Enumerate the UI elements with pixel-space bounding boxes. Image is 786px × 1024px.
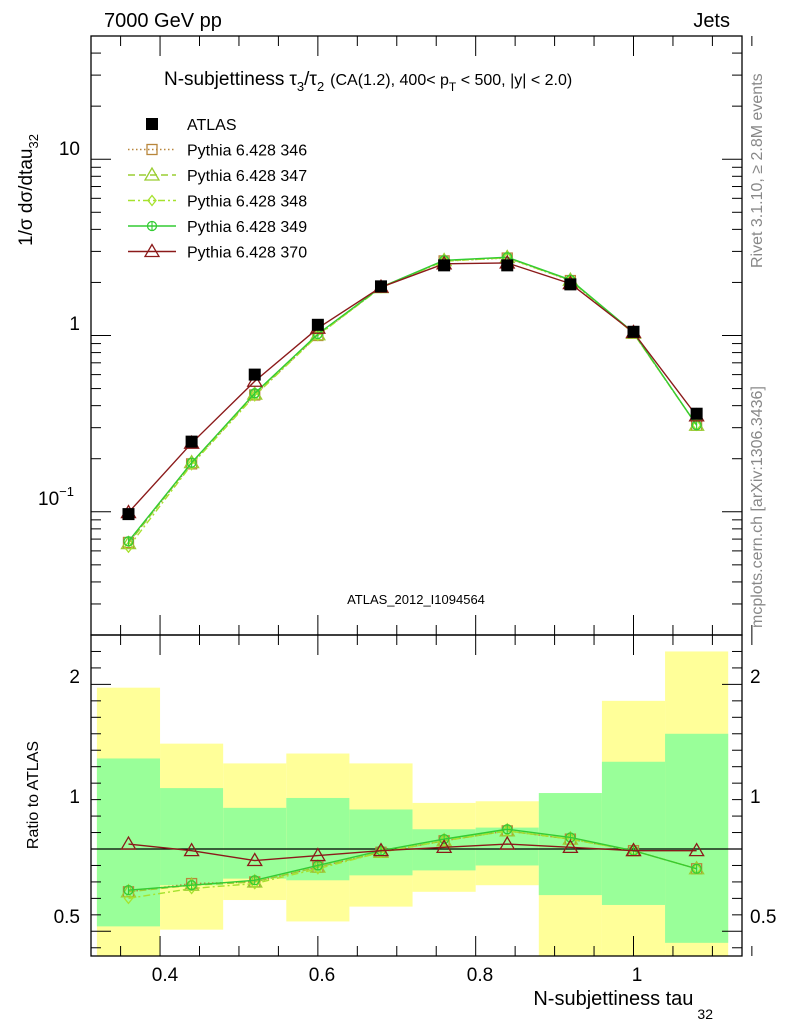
ratio-data-point [249, 877, 260, 890]
data-point [249, 389, 260, 402]
plot-title-main: N-subjettiness [164, 69, 284, 90]
stat-band [160, 788, 224, 886]
ratio-ytick-label-2: 2 [69, 667, 80, 688]
stat-band [223, 807, 287, 879]
x-axis-label-text: N-subjettiness tau [533, 988, 693, 1010]
legend-label: Pythia 6.428 347 [187, 168, 307, 185]
data-point [311, 318, 324, 331]
stat-band [665, 733, 729, 943]
ytick-label-1: 1 [69, 314, 80, 335]
ratio-data-point [183, 842, 200, 857]
ratio-data-point [123, 892, 134, 905]
plot-title-pt-sub: T [449, 80, 457, 94]
main-y-axis-label-sub: 32 [26, 134, 41, 148]
data-point [122, 508, 135, 521]
ratio-ytick-label-1: 1 [69, 787, 80, 808]
ratio-y-axis-label: Ratio to ATLAS [25, 741, 42, 849]
ratio-bands [91, 635, 753, 956]
legend-label: Pythia 6.428 348 [187, 194, 307, 211]
ytick-label-0.1-exp: −1 [59, 484, 74, 499]
legend-marker [147, 194, 157, 207]
plot-title-tau3: τ [289, 69, 297, 90]
legend-label: Pythia 6.428 370 [187, 245, 307, 262]
stat-band [601, 761, 666, 905]
plot-title-sub2: 2 [317, 79, 324, 94]
plot-title-selection: (CA(1.2), 400< p [330, 72, 449, 89]
xtick-label-0.8: 0.8 [467, 965, 493, 986]
ytick-label-10: 10 [59, 139, 80, 160]
xtick-label-0.6: 0.6 [309, 965, 335, 986]
legend-label: ATLAS [187, 117, 237, 134]
data-point [627, 325, 640, 338]
mcplots-label: mcplots.cern.ch [arXiv:1306.3436] [749, 386, 766, 628]
ytick-label-0.1: 10−1 [38, 484, 74, 510]
plot-title-tau2: τ [309, 69, 317, 90]
main-y-axis-label: 1/σ dσ/dtau32 [16, 134, 41, 246]
ratio-ytick-label-2-right: 2 [750, 667, 761, 688]
ratio-data-point [120, 883, 137, 898]
data-point [501, 259, 514, 272]
data-point [248, 368, 261, 381]
ratio-data-point [625, 842, 642, 857]
ratio-data-point [562, 839, 579, 854]
ratio-data-point [372, 842, 390, 857]
plot-title-selection-end: < 500, |y| < 2.0) [456, 72, 572, 89]
series-line-5 [127, 262, 698, 514]
series-line-2 [127, 256, 698, 545]
rivet-label: Rivet 3.1.10, ≥ 2.8M events [749, 73, 766, 268]
x-axis-label-sub: 32 [697, 1006, 713, 1022]
data-point [690, 407, 703, 420]
header-jets: Jets [693, 10, 730, 32]
ratio-data-point [120, 835, 137, 850]
x-axis-label: N-subjettiness tau32 [533, 988, 713, 1022]
xtick-label-0.4: 0.4 [152, 965, 179, 986]
data-point [185, 435, 198, 448]
legend-marker [146, 118, 158, 130]
main-series-group [120, 249, 705, 554]
stat-band [96, 758, 161, 927]
plot-title: N-subjettiness τ3/τ2 (CA(1.2), 400< pT < 5… [164, 69, 572, 94]
ratio-ytick-label-0.5-right: 0.5 [750, 907, 776, 928]
ratio-data-point [186, 882, 197, 895]
ratio-series-group [120, 822, 705, 905]
data-point [186, 458, 197, 471]
series-line-3 [127, 257, 698, 548]
data-point [438, 259, 451, 272]
ratio-data-point [313, 862, 323, 875]
legend-marker [143, 166, 161, 181]
main-y-axis-label-text: 1/σ dσ/dtau [16, 149, 37, 246]
data-point [374, 280, 387, 293]
legend-label: Pythia 6.428 349 [187, 219, 307, 236]
ratio-series-line-4 [128, 828, 697, 891]
xtick-label-1: 1 [632, 965, 643, 986]
ratio-ytick-label-1-right: 1 [750, 787, 761, 808]
ratio-series-line-3 [128, 830, 697, 900]
ratio-data-point [499, 835, 516, 850]
legend-marker [146, 143, 158, 156]
ratio-plot-frame [90, 634, 743, 957]
ratio-series-line-5 [128, 843, 697, 862]
plot-title-sub3: 3 [297, 79, 304, 94]
header-energy: 7000 GeV pp [104, 10, 222, 32]
data-point [564, 278, 577, 291]
series-line-1 [127, 257, 698, 543]
ytick-label-0.1-base: 10 [38, 489, 59, 510]
series-line-4 [127, 256, 698, 542]
ratio-data-point [309, 847, 326, 862]
legend-marker [143, 243, 161, 258]
analysis-tag: ATLAS_2012_I1094564 [347, 592, 485, 607]
ratio-ytick-label-0.5: 0.5 [54, 907, 80, 928]
legend: ATLAS Pythia 6.428 346 Pythia 6.428 347 Pyt… [128, 117, 307, 262]
legend-label: Pythia 6.428 346 [187, 143, 307, 160]
ratio-data-point [435, 839, 453, 854]
ratio-data-point [688, 842, 705, 857]
plot-title-slash: / [304, 69, 310, 90]
ratio-data-point [246, 852, 263, 867]
